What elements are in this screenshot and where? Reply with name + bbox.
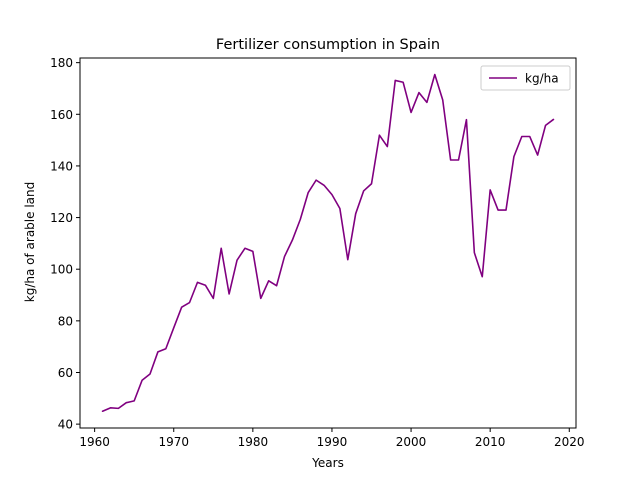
data-point [260, 298, 261, 299]
chart-title: Fertilizer consumption in Spain [216, 37, 440, 53]
data-point [244, 248, 245, 249]
y-tick-label: 160 [50, 108, 73, 122]
data-point [197, 282, 198, 283]
data-point [126, 402, 127, 403]
data-point [403, 82, 404, 83]
data-point [355, 213, 356, 214]
x-tick-label: 2010 [475, 435, 506, 449]
plot-area-frame [79, 57, 577, 429]
y-tick-label: 40 [58, 418, 73, 432]
axis-ticks: 1960 1970 1980 1990 2000 2010 2020 40 60 80 100 120… [50, 56, 584, 449]
data-point [157, 351, 158, 352]
y-axis-label: kg/ha of arable land [23, 182, 37, 302]
data-point [118, 408, 119, 409]
data-point [316, 180, 317, 181]
data-point [545, 125, 546, 126]
series-layer [101, 73, 555, 413]
data-point [205, 285, 206, 286]
data-point [276, 285, 277, 286]
data-point [229, 293, 230, 294]
data-point [102, 411, 103, 412]
data-point [395, 80, 396, 81]
data-point [292, 239, 293, 240]
data-point [284, 256, 285, 257]
x-tick-label: 1980 [238, 435, 269, 449]
legend-label: kg/ha [525, 72, 559, 86]
data-point [379, 135, 380, 136]
data-point [466, 119, 467, 120]
x-axis-label: Years [311, 456, 344, 470]
data-point [458, 159, 459, 160]
data-point [142, 380, 143, 381]
data-point [308, 192, 309, 193]
data-point [134, 400, 135, 401]
legend: kg/ha [480, 65, 571, 91]
data-point [553, 119, 554, 120]
data-point [490, 189, 491, 190]
data-point [331, 194, 332, 195]
series-line [101, 73, 555, 413]
legend-frame [480, 65, 571, 91]
data-point [173, 327, 174, 328]
data-point [213, 298, 214, 299]
data-point [165, 348, 166, 349]
data-point [387, 146, 388, 147]
data-point [347, 259, 348, 260]
data-point [474, 252, 475, 253]
data-point [426, 102, 427, 103]
x-tick-label: 2020 [554, 435, 585, 449]
data-point [505, 209, 506, 210]
data-point [537, 154, 538, 155]
data-point [339, 208, 340, 209]
x-tick-label: 1990 [317, 435, 348, 449]
y-tick-label: 60 [58, 366, 73, 380]
x-tick-label: 1960 [79, 435, 110, 449]
y-tick-label: 120 [50, 211, 73, 225]
x-tick-label: 2000 [396, 435, 427, 449]
data-point [221, 248, 222, 249]
data-point [529, 136, 530, 137]
data-point [363, 190, 364, 191]
data-point [236, 260, 237, 261]
data-point [252, 251, 253, 252]
data-point [110, 407, 111, 408]
data-point [482, 276, 483, 277]
data-point [181, 307, 182, 308]
x-tick-label: 1970 [158, 435, 189, 449]
y-tick-label: 180 [50, 56, 73, 70]
data-point [323, 185, 324, 186]
y-tick-label: 80 [58, 314, 73, 328]
data-point [513, 156, 514, 157]
data-point [149, 373, 150, 374]
data-point [442, 99, 443, 100]
data-point [418, 92, 419, 93]
data-point [434, 74, 435, 75]
data-point [268, 280, 269, 281]
data-point [521, 136, 522, 137]
data-point [497, 209, 498, 210]
data-point [371, 183, 372, 184]
data-point [410, 112, 411, 113]
y-tick-label: 140 [50, 159, 73, 173]
data-point [450, 159, 451, 160]
data-point [189, 302, 190, 303]
data-point [300, 219, 301, 220]
y-tick-label: 100 [50, 263, 73, 277]
